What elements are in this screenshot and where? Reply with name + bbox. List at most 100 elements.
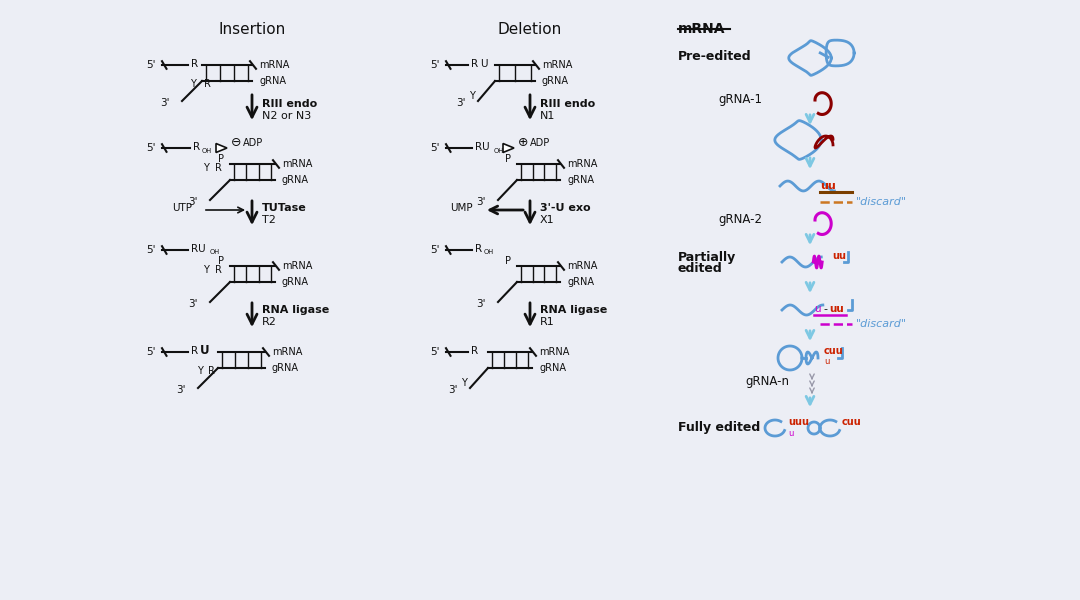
Text: R: R [207,366,215,376]
Text: mRNA: mRNA [678,22,726,36]
Text: edited: edited [678,263,723,275]
Text: 3': 3' [457,98,465,108]
Text: Y: Y [203,265,208,275]
Text: 5': 5' [431,143,440,153]
Text: R: R [471,346,478,356]
Text: Y: Y [190,79,195,89]
Text: 5': 5' [431,347,440,357]
Text: gRNA-2: gRNA-2 [718,214,762,226]
Text: R: R [215,163,221,173]
Text: ⊕: ⊕ [518,136,528,149]
Text: ⊖: ⊖ [231,136,242,149]
Text: 3': 3' [189,299,198,309]
Text: OH: OH [202,148,212,154]
Text: 5': 5' [147,245,156,255]
Text: gRNA: gRNA [567,277,594,287]
Text: Deletion: Deletion [498,22,562,37]
Text: UTP: UTP [172,203,192,213]
Text: RU: RU [191,244,205,254]
Text: OH: OH [484,250,495,256]
Text: gRNA: gRNA [272,363,299,373]
Text: 5': 5' [147,347,156,357]
Text: mRNA: mRNA [272,347,302,357]
Text: RNA ligase: RNA ligase [540,305,607,315]
Text: uu: uu [829,304,843,314]
Text: Y: Y [461,378,467,388]
Text: Insertion: Insertion [218,22,285,37]
Text: uu: uu [820,181,836,191]
Text: mRNA: mRNA [282,159,312,169]
Text: ADP: ADP [530,137,550,148]
Text: R: R [215,265,221,275]
Text: gRNA: gRNA [282,175,309,185]
Text: mRNA: mRNA [567,261,597,271]
Text: 3': 3' [189,197,198,207]
Text: Y: Y [203,163,208,173]
Text: R: R [191,346,201,356]
Text: N2 or N3: N2 or N3 [262,111,311,121]
Text: "discard": "discard" [856,197,907,207]
Text: 5': 5' [147,143,156,153]
Text: P: P [218,154,224,164]
Text: gRNA: gRNA [542,76,569,86]
Text: u: u [788,428,794,437]
Text: 3': 3' [161,98,170,108]
Text: 5': 5' [147,60,156,70]
Text: 3'-U exo: 3'-U exo [540,203,591,213]
Text: uuu: uuu [788,417,809,427]
Text: cuu: cuu [842,417,862,427]
Text: R: R [193,142,200,152]
Text: gRNA-n: gRNA-n [745,376,789,389]
Text: 3': 3' [448,385,458,395]
Text: Y: Y [469,91,475,101]
Text: "discard": "discard" [856,319,907,329]
Text: X1: X1 [540,215,555,225]
Text: R1: R1 [540,317,555,327]
Text: R: R [191,59,198,69]
Text: 5': 5' [431,60,440,70]
Text: TUTase: TUTase [262,203,307,213]
Text: P: P [505,154,511,164]
Text: U: U [200,344,210,358]
Text: OH: OH [494,148,504,154]
Text: -: - [823,304,827,314]
Text: Fully edited: Fully edited [678,421,760,434]
Text: R: R [475,244,482,254]
Text: OH: OH [210,250,220,256]
Text: u: u [814,304,821,314]
Text: T2: T2 [262,215,275,225]
Text: Partially: Partially [678,251,737,263]
Text: cuu: cuu [824,346,843,356]
Text: mRNA: mRNA [539,347,569,357]
Text: ADP: ADP [243,137,264,148]
Text: UMP: UMP [450,203,473,213]
Text: mRNA: mRNA [282,261,312,271]
Text: gRNA: gRNA [567,175,594,185]
Text: gRNA-1: gRNA-1 [718,94,762,107]
Text: u: u [824,358,829,367]
Text: 3': 3' [176,385,186,395]
Text: mRNA: mRNA [567,159,597,169]
Text: R2: R2 [262,317,276,327]
Text: mRNA: mRNA [542,60,572,70]
Text: RU: RU [475,142,489,152]
Polygon shape [216,143,227,152]
Text: U: U [480,59,487,69]
Text: Pre-edited: Pre-edited [678,49,752,62]
Text: RIII endo: RIII endo [540,99,595,109]
Text: gRNA: gRNA [539,363,566,373]
Text: Y: Y [197,366,203,376]
Text: 5': 5' [431,245,440,255]
Text: gRNA: gRNA [282,277,309,287]
Text: uu: uu [832,251,846,261]
Text: N1: N1 [540,111,555,121]
Text: R: R [203,79,211,89]
Text: RIII endo: RIII endo [262,99,318,109]
Text: gRNA: gRNA [259,76,286,86]
Polygon shape [503,143,514,152]
Text: 3': 3' [476,197,486,207]
Text: mRNA: mRNA [259,60,289,70]
Text: P: P [218,256,224,266]
Text: P: P [505,256,511,266]
Text: R: R [471,59,478,69]
